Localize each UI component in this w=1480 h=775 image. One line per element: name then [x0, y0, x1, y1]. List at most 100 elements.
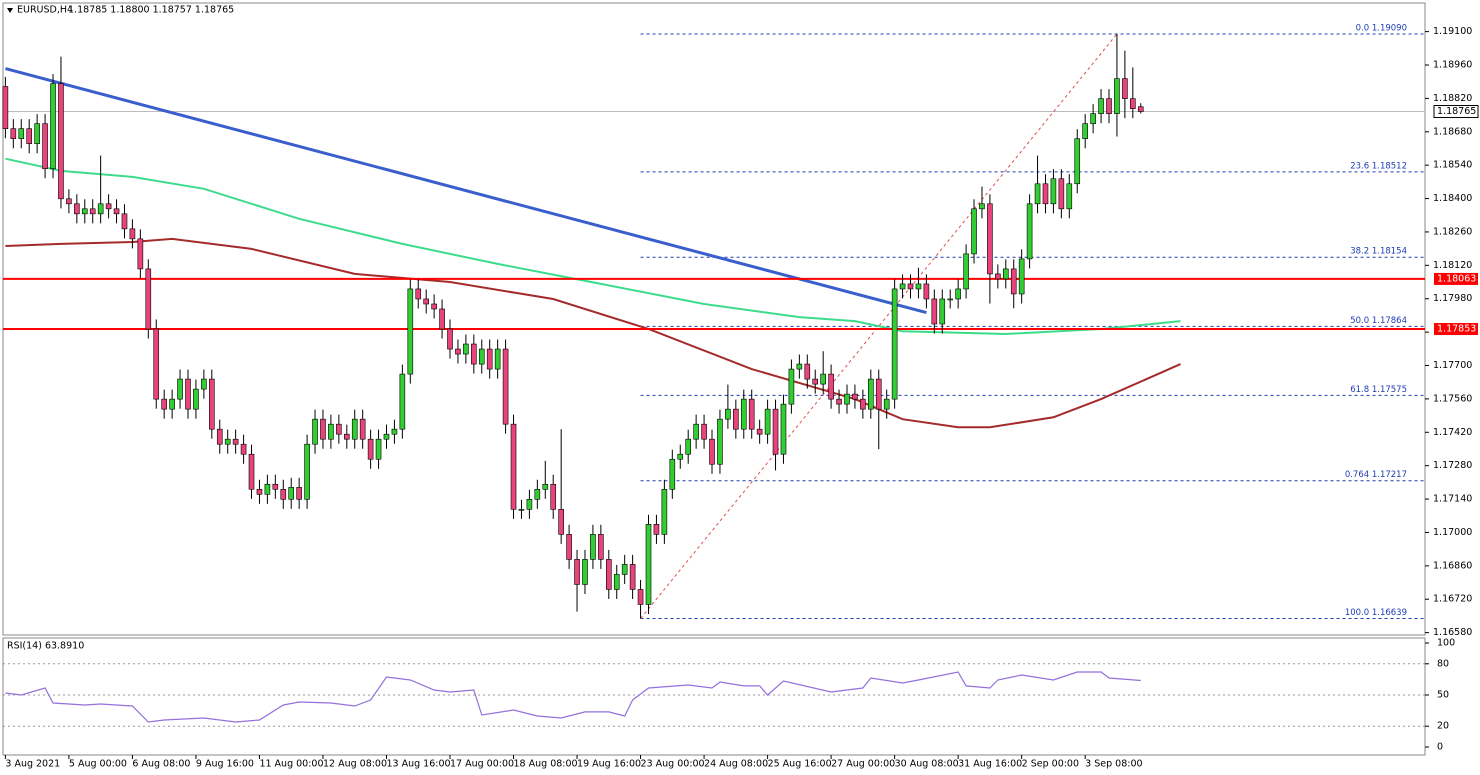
y-tick-label: 1.18260 — [1433, 226, 1472, 237]
candle-body — [1058, 178, 1065, 210]
candle-body — [923, 283, 930, 300]
candle-body — [66, 198, 72, 205]
candle-body — [26, 128, 33, 145]
candle-body — [296, 487, 302, 500]
candle-body — [550, 483, 557, 510]
candle-body — [18, 128, 25, 140]
x-tick-label: 9 Aug 16:00 — [196, 759, 254, 770]
candle-body — [1122, 78, 1128, 99]
rsi-tick-label: 100 — [1437, 637, 1455, 648]
candle-body — [788, 368, 795, 405]
candle-body — [1066, 183, 1073, 210]
candle-body — [121, 213, 128, 230]
candle-body — [336, 423, 342, 435]
fib-label: 50.0 1.17864 — [1350, 316, 1407, 326]
candle-body — [899, 283, 906, 290]
candle-body — [645, 524, 652, 605]
candle-body — [574, 559, 580, 585]
candle-body — [42, 123, 48, 170]
y-tick-label: 1.18120 — [1433, 260, 1472, 271]
candle-body — [74, 203, 80, 215]
candle-body — [979, 203, 985, 210]
candle-body — [764, 408, 771, 435]
candle-body — [605, 559, 612, 590]
candle-body — [391, 428, 398, 435]
candle-body — [947, 298, 954, 301]
candle-body — [1034, 183, 1041, 205]
y-tick-label: 1.17980 — [1433, 293, 1472, 304]
candle-body — [201, 378, 207, 390]
candle-body — [34, 123, 40, 145]
candle-body — [137, 238, 144, 270]
candle-body — [10, 128, 17, 140]
candle-body — [1002, 268, 1009, 280]
candle-body — [407, 288, 414, 375]
candle-body — [907, 283, 914, 290]
candle-body — [399, 373, 406, 430]
candle-body — [566, 534, 572, 560]
fib-label: 100.0 1.16639 — [1345, 608, 1407, 618]
candle-body — [471, 343, 477, 365]
candle-body — [153, 328, 160, 400]
candle-body — [995, 273, 1001, 280]
candle-body — [1130, 98, 1136, 109]
chart-title: EURUSD,H4 — [17, 5, 73, 16]
rsi-line — [5, 671, 1141, 723]
candle-body — [804, 363, 811, 380]
candle-body — [89, 208, 96, 215]
price-tag — [1433, 105, 1479, 119]
candle-body — [105, 203, 112, 210]
candle-body — [963, 253, 969, 290]
candle-body — [272, 483, 279, 490]
candle-body — [709, 438, 715, 465]
candle-body — [415, 288, 422, 300]
candle-body — [1018, 258, 1025, 295]
rsi-tick-label: 20 — [1437, 721, 1449, 732]
candle-body — [304, 443, 310, 500]
candle-body — [772, 408, 779, 455]
price-tag-label: 1.18765 — [1437, 106, 1476, 117]
candle-body — [796, 363, 803, 370]
candle-body — [542, 483, 549, 490]
candle-body — [931, 298, 938, 325]
candle-body — [447, 328, 453, 350]
x-tick-label: 18 Aug 08:00 — [514, 759, 578, 770]
y-tick-label: 1.17700 — [1433, 360, 1472, 371]
y-tick-label: 1.18820 — [1433, 93, 1472, 104]
candle-body — [375, 438, 382, 460]
candle-body — [598, 534, 604, 560]
candle-body — [621, 564, 628, 575]
candle-body — [232, 438, 239, 445]
quote: 1.18785 1.18800 1.18757 1.18765 — [68, 5, 234, 16]
candle-body — [320, 418, 326, 440]
y-tick-label: 1.17560 — [1433, 393, 1472, 404]
candle-body — [748, 398, 755, 430]
candle-body — [367, 438, 374, 460]
candle-body — [693, 423, 699, 440]
rsi-tick-label: 80 — [1437, 658, 1449, 669]
candle-body — [780, 403, 787, 455]
candle-body — [971, 208, 977, 255]
y-tick-label: 1.17000 — [1433, 527, 1472, 538]
candle-body — [1098, 98, 1104, 114]
candle-body — [343, 433, 350, 440]
rsi-frame — [2, 637, 1426, 756]
y-tick-label: 1.16860 — [1433, 560, 1472, 571]
candle-body — [852, 393, 858, 400]
candle-body — [248, 453, 255, 490]
candle-body — [185, 378, 191, 410]
candle-body — [502, 348, 509, 425]
candle-body — [844, 393, 850, 405]
candle-body — [264, 483, 271, 495]
candle-body — [669, 458, 676, 490]
candle-body — [725, 408, 731, 420]
candle-body — [717, 418, 723, 465]
candle-body — [510, 423, 517, 510]
candle-body — [455, 348, 461, 355]
menu-arrow[interactable] — [7, 8, 13, 13]
level-tag — [1434, 272, 1478, 285]
candle-body — [423, 298, 429, 305]
level-label: 1.18063 — [1437, 273, 1476, 284]
